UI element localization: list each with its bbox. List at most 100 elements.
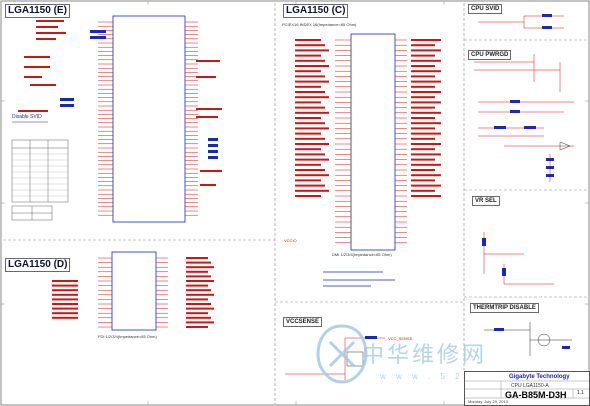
net-label — [295, 148, 321, 151]
net-label — [295, 54, 321, 57]
model-number: GA-B85M-D3H — [505, 390, 567, 400]
net-label — [295, 143, 329, 145]
title-block-grid — [465, 380, 589, 399]
net-label — [186, 321, 214, 324]
section-title-e: LGA1150 (E) — [5, 4, 70, 18]
net-label — [295, 85, 321, 88]
cpu-pwrgd-circuit — [474, 54, 574, 182]
vr-sel-circuit — [482, 232, 554, 285]
section-title-cpu-pwrgd: CPU PWRGD — [468, 50, 512, 60]
net-label — [411, 85, 435, 88]
title-block: Gigabyte Technology CPU LGA1150-A GA-B85… — [464, 371, 590, 406]
net-label — [186, 289, 211, 292]
revision: 1.1 — [577, 390, 584, 396]
net-label — [411, 153, 441, 156]
vccsense-net: VCC_SENSE — [388, 336, 413, 341]
net-label — [411, 174, 441, 177]
net-label — [411, 106, 435, 109]
net-label — [295, 158, 329, 161]
net-label — [52, 293, 78, 296]
watermark-logo — [316, 324, 368, 384]
vccsense-circuit — [285, 336, 385, 380]
net-label — [295, 117, 321, 119]
net-label — [411, 137, 435, 140]
net-label — [295, 132, 321, 135]
net-label — [411, 163, 441, 166]
net-label — [295, 163, 321, 166]
net-label — [295, 195, 321, 197]
cpu-svid-circuit — [478, 14, 564, 29]
net-label — [411, 189, 435, 192]
net-label — [411, 96, 435, 99]
net-label — [295, 65, 329, 67]
net-label — [186, 257, 208, 259]
net-label — [411, 184, 441, 187]
net-label — [295, 75, 325, 78]
net-label — [295, 70, 321, 73]
section-d-circuit — [52, 251, 214, 331]
net-label — [186, 266, 214, 269]
net-label — [411, 80, 441, 83]
net-label — [295, 169, 325, 171]
net-label — [411, 54, 435, 57]
dmi-note: DMI 1/2/3/4(Impedance=85 Ohm) — [332, 252, 392, 257]
disable-svid-note: Disable SVID — [12, 114, 42, 120]
section-c-circuit — [295, 33, 441, 287]
net-label — [411, 169, 435, 171]
net-label — [186, 261, 211, 264]
net-label — [186, 326, 208, 328]
net-label — [295, 59, 325, 62]
net-label — [295, 91, 325, 93]
section-title-cpu-svid: CPU SVID — [468, 4, 503, 14]
sheet-date: Monday, July 29, 2013 — [468, 399, 508, 404]
net-label — [295, 179, 321, 182]
net-label — [186, 280, 214, 282]
net-label — [295, 101, 321, 104]
section-e-circuit — [11, 15, 222, 223]
net-label — [52, 280, 78, 282]
thermtrip-circuit — [484, 322, 572, 356]
net-label — [411, 127, 435, 130]
net-label — [295, 174, 329, 177]
section-title-vr-sel: VR SEL — [472, 196, 500, 206]
net-label — [186, 298, 208, 301]
net-label — [186, 316, 211, 319]
company-name: Gigabyte Technology — [509, 374, 570, 380]
net-label — [295, 80, 329, 83]
net-label — [52, 307, 78, 310]
net-label — [411, 148, 435, 151]
net-label — [411, 70, 441, 73]
document-name: CPU LGA1150-A — [511, 383, 549, 389]
net-label — [411, 44, 435, 47]
net-label — [411, 179, 435, 182]
net-label — [295, 127, 329, 130]
net-label — [411, 91, 441, 93]
net-label — [295, 49, 329, 52]
net-label — [411, 49, 441, 52]
net-label — [411, 195, 441, 197]
net-label — [52, 284, 78, 287]
net-label — [295, 184, 325, 187]
net-label — [295, 44, 325, 47]
net-label — [186, 312, 208, 315]
net-label — [186, 293, 214, 296]
net-label — [411, 101, 441, 104]
net-label — [186, 275, 211, 278]
net-label — [295, 106, 325, 109]
net-label — [186, 303, 211, 305]
net-label — [52, 312, 78, 315]
net-label — [411, 59, 441, 62]
vccio-net: VCCIO — [284, 238, 297, 243]
fdi-note: FDI 1/2/3/4(Impedance=85 Ohm) — [98, 334, 157, 339]
net-label — [411, 75, 435, 78]
net-label — [52, 298, 78, 301]
net-label — [52, 316, 78, 319]
section-title-d: LGA1150 (D) — [5, 258, 71, 272]
net-label — [411, 143, 441, 145]
net-label — [52, 289, 78, 292]
net-label — [411, 132, 441, 135]
net-label — [295, 39, 321, 41]
section-title-c: LGA1150 (C) — [283, 4, 349, 18]
net-label — [295, 153, 325, 156]
